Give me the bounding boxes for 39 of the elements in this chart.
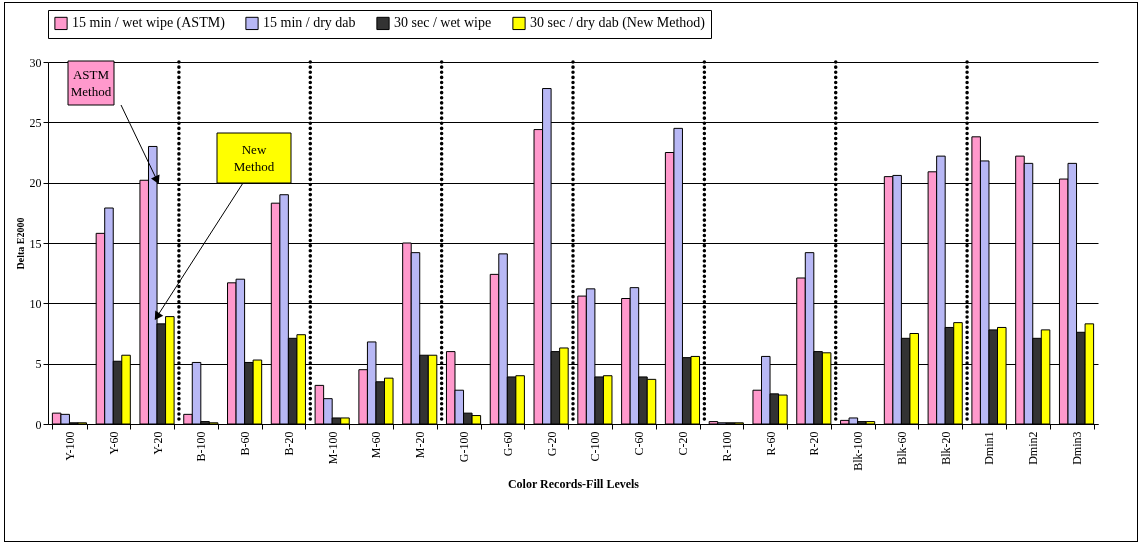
x-tick-label: Dmin2 [1026, 431, 1041, 465]
y-tick-label: 30 [29, 55, 42, 70]
y-tick-label: 10 [29, 296, 42, 311]
x-tick-label: Dmin1 [982, 431, 997, 465]
x-tick-label: Blk-20 [938, 431, 953, 465]
x-axis-title: Color Records-Fill Levels [507, 476, 640, 491]
legend-label: 15 min / dry dab [263, 15, 356, 31]
x-tick-label: Y-20 [150, 431, 165, 455]
annotation: New Method [233, 142, 275, 174]
x-tick-label: M-100 [325, 431, 340, 465]
x-tick-label: M-20 [413, 431, 428, 459]
x-tick-label: Blk-100 [851, 431, 866, 471]
y-tick-label: 25 [29, 115, 42, 130]
x-tick-label: Y-100 [62, 431, 77, 461]
y-tick-label: 20 [29, 176, 42, 191]
annotation: ASTM Method [70, 67, 112, 99]
legend-label: 30 sec / wet wipe [394, 15, 492, 31]
x-tick-label: Y-60 [106, 431, 121, 455]
y-axis-title: Delta E2000 [14, 217, 26, 270]
x-tick-label: R-100 [719, 431, 734, 462]
x-tick-label: C-100 [588, 431, 603, 462]
y-tick-label: 15 [29, 236, 42, 251]
x-tick-label: C-60 [632, 431, 647, 456]
y-tick-label: 0 [35, 417, 42, 432]
x-tick-label: Dmin3 [1070, 431, 1085, 465]
x-tick-label: R-20 [807, 431, 822, 456]
x-tick-label: B-20 [281, 431, 296, 456]
x-tick-label: B-60 [238, 431, 253, 456]
x-tick-label: G-100 [457, 431, 472, 463]
x-tick-label: M-60 [369, 431, 384, 459]
x-tick-label: C-20 [675, 431, 690, 456]
legend-label: 30 sec / dry dab (New Method) [530, 15, 706, 32]
y-tick-label: 5 [35, 357, 42, 372]
legend-label: 15 min / wet wipe (ASTM) [72, 15, 226, 32]
x-tick-label: R-60 [763, 431, 778, 456]
x-tick-label: G-20 [544, 431, 559, 457]
x-tick-label: G-60 [500, 431, 515, 457]
x-tick-label: Blk-60 [894, 431, 909, 465]
x-tick-label: B-100 [194, 431, 209, 462]
